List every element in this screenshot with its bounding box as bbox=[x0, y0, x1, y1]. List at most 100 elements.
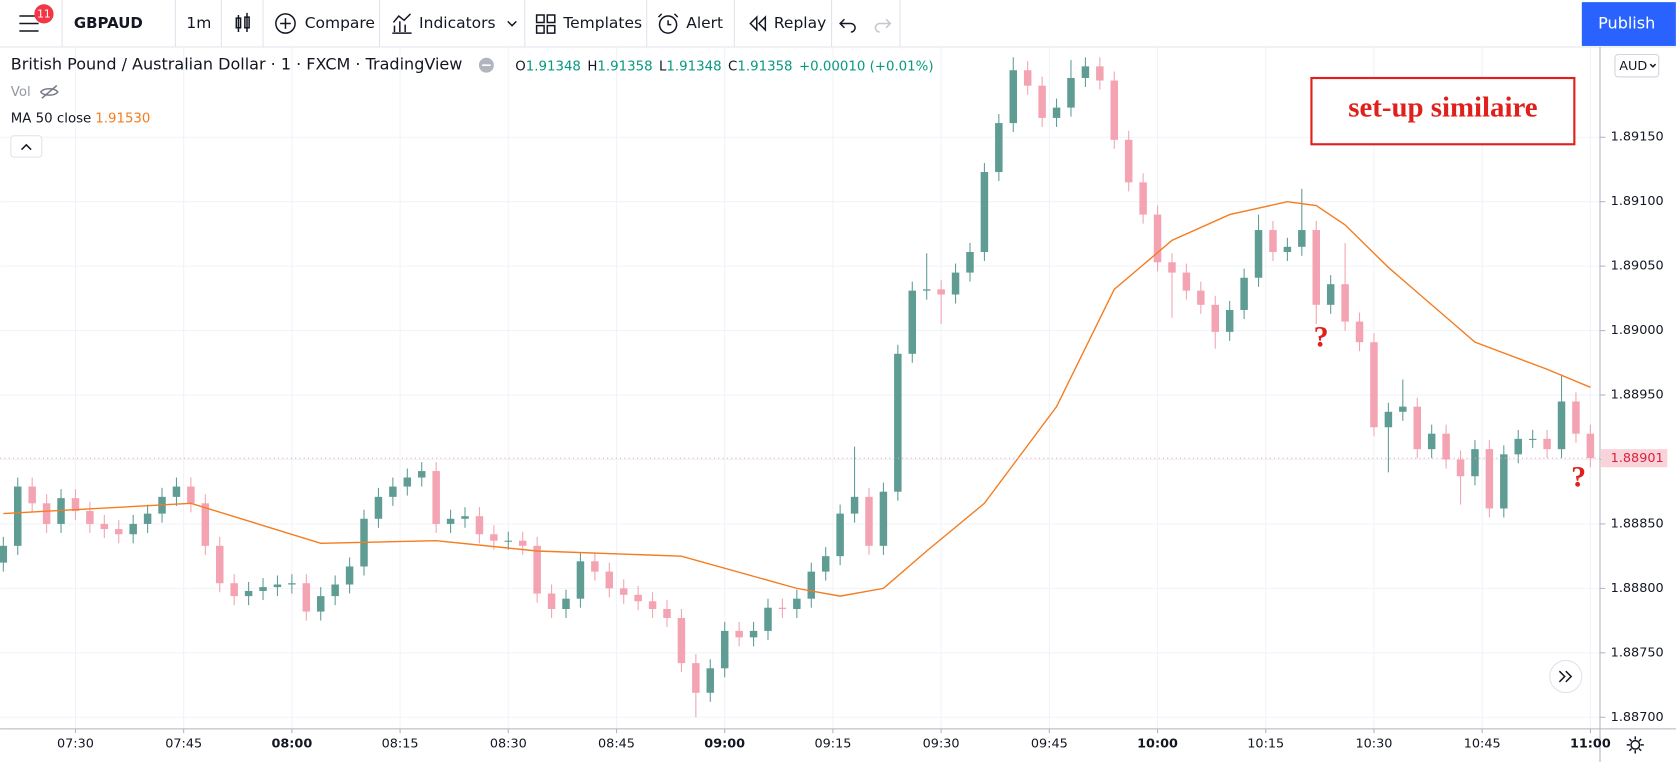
ohlc-value: 1.91358 bbox=[597, 59, 652, 74]
x-tick-label: 11:00 bbox=[1570, 736, 1611, 751]
candle-body bbox=[591, 561, 599, 572]
alert-icon-hands bbox=[657, 13, 679, 26]
candle-body bbox=[1427, 433, 1436, 450]
interval[interactable]: 1m bbox=[186, 14, 211, 32]
candle-body bbox=[1572, 401, 1580, 434]
alert-icon bbox=[658, 15, 678, 34]
candle-body bbox=[908, 290, 917, 354]
y-tick-label: 1.88750 bbox=[1611, 645, 1664, 660]
candle-body bbox=[1384, 411, 1393, 428]
publish-button[interactable] bbox=[1581, 2, 1676, 46]
candle-body bbox=[1283, 246, 1292, 252]
plot bbox=[0, 57, 1595, 718]
candle-body bbox=[71, 498, 80, 512]
chart-type-icon[interactable] bbox=[235, 12, 250, 33]
candle-body bbox=[518, 540, 527, 546]
last-price-label: 1.88901 bbox=[1611, 451, 1664, 466]
candle-body bbox=[562, 598, 570, 609]
candle-body bbox=[432, 471, 440, 524]
compare-button[interactable]: Compare bbox=[305, 14, 375, 32]
x-tick-label: 08:15 bbox=[382, 736, 419, 751]
candle-body bbox=[1269, 230, 1277, 252]
replay-icon bbox=[749, 15, 767, 32]
candle-body bbox=[648, 601, 657, 609]
candle-body bbox=[807, 571, 816, 599]
x-tick-label: 10:15 bbox=[1247, 736, 1284, 751]
badge bbox=[34, 4, 54, 24]
templates-button[interactable]: Templates bbox=[562, 14, 642, 32]
scroll-right-button[interactable] bbox=[1549, 659, 1583, 694]
candle-body bbox=[1038, 85, 1046, 118]
candle-body bbox=[749, 630, 758, 638]
candle-body bbox=[1110, 80, 1119, 140]
currency-dropdown bbox=[1649, 63, 1657, 68]
x-tick-label: 10:45 bbox=[1464, 736, 1501, 751]
alert-button[interactable]: Alert bbox=[686, 14, 723, 32]
x-tick-label: 07:45 bbox=[165, 736, 202, 751]
scroll-right-icon bbox=[1558, 670, 1573, 683]
candle-body bbox=[1500, 454, 1508, 509]
candle-body bbox=[1052, 107, 1061, 118]
candle-body bbox=[1197, 290, 1205, 305]
candle-body bbox=[1355, 321, 1364, 343]
candle-body bbox=[1168, 262, 1176, 273]
x-tick-label: 09:15 bbox=[814, 736, 851, 751]
ohlc-key: L bbox=[659, 59, 667, 74]
candle-body bbox=[417, 471, 426, 478]
hidden-icon[interactable] bbox=[39, 84, 59, 99]
candle-body bbox=[720, 630, 729, 669]
candle-body bbox=[692, 663, 700, 693]
ohlc-value: 1.91348 bbox=[666, 59, 721, 74]
candle-body bbox=[389, 486, 397, 497]
candle-body bbox=[634, 594, 642, 602]
moving-average bbox=[3, 200, 1591, 597]
indicators-button[interactable]: Indicators bbox=[419, 14, 496, 32]
settings-icon-teeth bbox=[1626, 736, 1644, 754]
candle-body bbox=[244, 590, 253, 597]
annotation-text: set-up similaire bbox=[1348, 92, 1538, 124]
settings-button[interactable] bbox=[1626, 736, 1644, 754]
candle-body bbox=[1182, 272, 1191, 291]
redo-button[interactable] bbox=[874, 18, 892, 33]
candle-body bbox=[504, 540, 513, 542]
candle-body bbox=[273, 584, 282, 588]
candle-body bbox=[14, 486, 22, 546]
candle-body bbox=[0, 545, 8, 563]
collapse-button[interactable] bbox=[10, 135, 43, 158]
candle-body bbox=[28, 486, 36, 504]
candle-body bbox=[1254, 230, 1263, 278]
candle-body bbox=[995, 123, 1003, 173]
y-tick-label: 1.88700 bbox=[1611, 710, 1664, 725]
candle-body bbox=[316, 596, 325, 612]
indicators-icon bbox=[392, 13, 412, 34]
candle-body bbox=[115, 529, 123, 535]
ohlc-key: C bbox=[728, 59, 737, 74]
candle-body bbox=[1139, 182, 1147, 215]
candle-body bbox=[1442, 433, 1450, 460]
toolbar: 11 GBPAUD 1m Compare Indicators Template… bbox=[0, 0, 1676, 48]
symbol[interactable]: GBPAUD bbox=[74, 14, 143, 32]
candle-body bbox=[1370, 342, 1378, 428]
ohlc-key: O bbox=[515, 59, 526, 74]
undo-button[interactable] bbox=[839, 18, 856, 33]
candle-body bbox=[879, 491, 888, 546]
candle-body bbox=[475, 516, 484, 535]
candle-body bbox=[735, 630, 743, 638]
replay-button[interactable]: Replay bbox=[774, 14, 826, 32]
candle-body bbox=[1471, 449, 1479, 477]
y-tick-label: 1.89100 bbox=[1611, 194, 1664, 209]
collapse-icon bbox=[20, 143, 32, 151]
candle-body bbox=[1023, 70, 1032, 86]
last-price-box bbox=[1601, 449, 1668, 468]
menu-button[interactable]: 11 bbox=[19, 4, 54, 32]
ma-label: MA 50 close bbox=[11, 112, 91, 127]
x-tick-label: 09:00 bbox=[704, 736, 745, 751]
candle-body bbox=[1528, 438, 1537, 440]
indicators-dropdown[interactable] bbox=[507, 20, 517, 27]
candle-body bbox=[1312, 230, 1320, 305]
candle-body bbox=[288, 583, 296, 585]
currency-button[interactable] bbox=[1614, 53, 1660, 78]
candle-body bbox=[230, 583, 238, 597]
volume-label: Vol bbox=[11, 85, 31, 100]
